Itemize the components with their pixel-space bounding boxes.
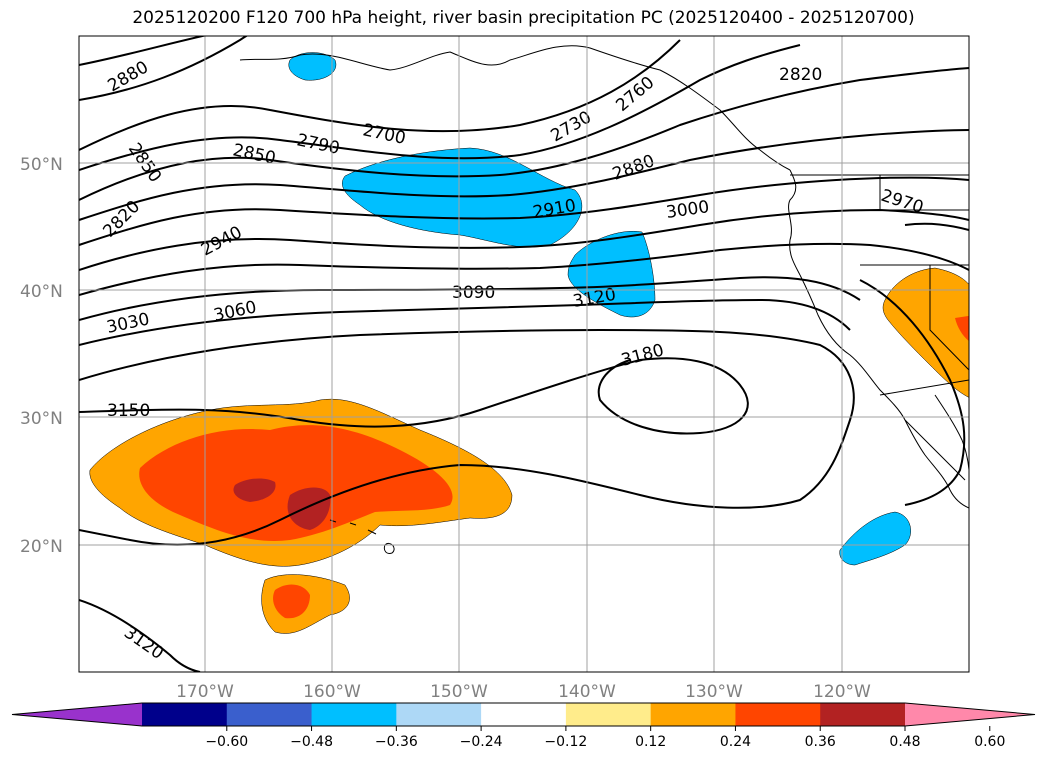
- longitude-labels: 170°W 160°W 150°W 140°W 130°W 120°W: [176, 682, 871, 702]
- height-contours: [79, 36, 969, 672]
- colorbar-tick-label: 0.48: [889, 734, 920, 750]
- colorbar-segment: [396, 703, 482, 726]
- colorbar-max-arrow: [905, 703, 1035, 726]
- hawaiian-islands: [329, 519, 395, 554]
- latitude-labels: 50°N 40°N 30°N 20°N: [20, 155, 63, 557]
- lon-label: 150°W: [430, 682, 488, 702]
- lon-label: 160°W: [303, 682, 361, 702]
- colorbar-tick-label: −0.48: [290, 734, 333, 750]
- colorbar-outline: [11, 702, 1036, 727]
- lat-label: 30°N: [20, 409, 63, 429]
- us-west-coast: [799, 274, 966, 481]
- pos-area-hawaii-mid: [139, 425, 453, 541]
- lat-label: 40°N: [20, 282, 63, 302]
- pos-area-california-core: [955, 315, 969, 342]
- baja-peninsula: [904, 419, 969, 509]
- pos-area-hawaii-core-1: [233, 478, 276, 502]
- mexico-mainland: [934, 394, 969, 471]
- contour-label: 2820: [779, 65, 822, 85]
- colorbar-tick-label: −0.24: [460, 734, 503, 750]
- colorbar-segment: [226, 703, 313, 726]
- colorbar-tick-label: 0.60: [974, 734, 1005, 750]
- map-area: 2880 2850 2820 2700 2790 2850 2940 3030 …: [79, 36, 969, 672]
- lat-label: 20°N: [20, 537, 63, 557]
- border-us-mexico: [879, 379, 969, 396]
- map-title: 2025120200 F120 700 hPa height, river ba…: [132, 8, 915, 28]
- positive-anomaly-shading: [89, 267, 969, 634]
- pos-area-hawaii-core-2: [287, 487, 331, 530]
- colorbar-tick-label: 0.36: [805, 734, 836, 750]
- lat-label: 50°N: [20, 155, 63, 175]
- lon-label: 120°W: [813, 682, 871, 702]
- contour-label: 3150: [107, 401, 150, 421]
- colorbar-segment: [735, 703, 821, 726]
- neg-area-alaska: [288, 52, 337, 81]
- lon-label: 140°W: [558, 682, 616, 702]
- coastlines: [239, 45, 969, 554]
- colorbar-segment: [650, 703, 736, 726]
- colorbar-tick-label: 0.24: [720, 734, 751, 750]
- map-frame: [78, 35, 970, 673]
- colorbar-segment: [142, 703, 228, 726]
- colorbar-tick-label: −0.12: [544, 734, 587, 750]
- alaska-coast: [239, 45, 791, 171]
- state-border-4: [929, 265, 969, 371]
- colorbar-segment: [820, 703, 906, 726]
- lon-label: 130°W: [685, 682, 743, 702]
- pos-area-california: [882, 267, 969, 398]
- colorbar-tick-label: −0.36: [375, 734, 418, 750]
- colorbar-tick-label: −0.60: [205, 734, 248, 750]
- lon-label: 170°W: [176, 682, 234, 702]
- contour-label: 3090: [452, 283, 495, 303]
- colorbar-segment: [481, 703, 567, 726]
- pos-area-hawaii-south-mid: [273, 584, 310, 619]
- colorbar-segment: [311, 703, 397, 726]
- neg-area-oregon-offshore: [567, 230, 656, 318]
- colorbar-tick-label: 0.12: [635, 734, 666, 750]
- colorbar: −0.60 −0.48 −0.36 −0.24 −0.12 0.12 0.24 0.36 0.4…: [11, 702, 1036, 750]
- colorbar-min-arrow: [12, 703, 142, 726]
- colorbar-segment: [565, 703, 652, 726]
- gridlines: [79, 36, 969, 672]
- bc-coast: [788, 169, 801, 276]
